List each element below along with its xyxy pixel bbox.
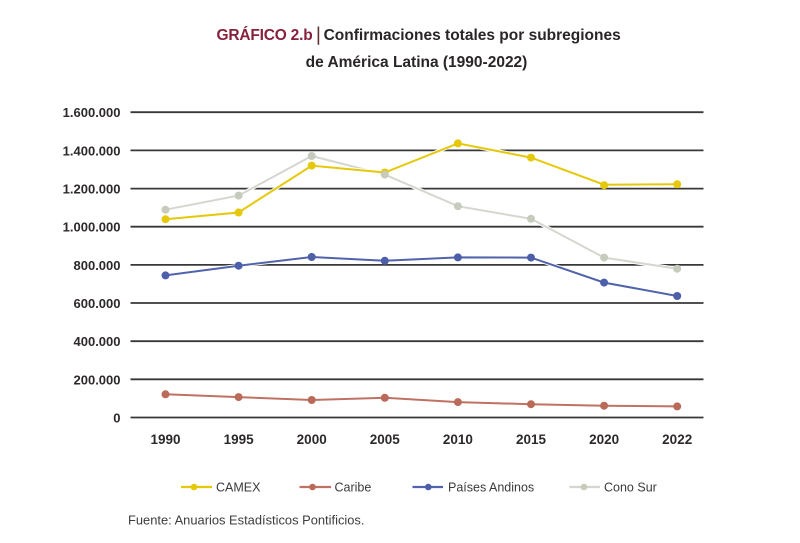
svg-text:Confirmaciones totales por sub: Confirmaciones totales por subregiones	[324, 27, 621, 44]
svg-text:2020: 2020	[589, 432, 619, 447]
svg-text:1995: 1995	[224, 432, 255, 447]
svg-text:Fuente: Anuarios Estadísticos: Fuente: Anuarios Estadísticos Pontificio…	[128, 513, 364, 528]
svg-text:Países Andinos: Países Andinos	[448, 480, 534, 494]
svg-text:1.600.000: 1.600.000	[63, 105, 121, 120]
svg-text:de América Latina (1990-2022): de América Latina (1990-2022)	[306, 54, 528, 71]
svg-text:1990: 1990	[150, 432, 180, 447]
svg-text:2000: 2000	[297, 432, 327, 447]
svg-text:2005: 2005	[370, 432, 401, 447]
svg-text:2015: 2015	[516, 432, 547, 447]
svg-text:400.000: 400.000	[74, 334, 121, 349]
svg-text:GRÁFICO 2.b: GRÁFICO 2.b	[217, 27, 313, 44]
svg-text:2022: 2022	[662, 432, 692, 447]
svg-text:0: 0	[113, 411, 120, 426]
svg-text:800.000: 800.000	[74, 258, 121, 273]
svg-text:1.400.000: 1.400.000	[63, 143, 121, 158]
svg-text:Caribe: Caribe	[335, 480, 372, 494]
svg-text:1.200.000: 1.200.000	[63, 182, 121, 197]
svg-text:1.000.000: 1.000.000	[63, 220, 121, 235]
svg-text:200.000: 200.000	[74, 372, 121, 387]
svg-text:2010: 2010	[443, 432, 473, 447]
svg-text:600.000: 600.000	[74, 296, 121, 311]
svg-text:CAMEX: CAMEX	[216, 480, 261, 494]
svg-text:Cono Sur: Cono Sur	[604, 480, 657, 494]
